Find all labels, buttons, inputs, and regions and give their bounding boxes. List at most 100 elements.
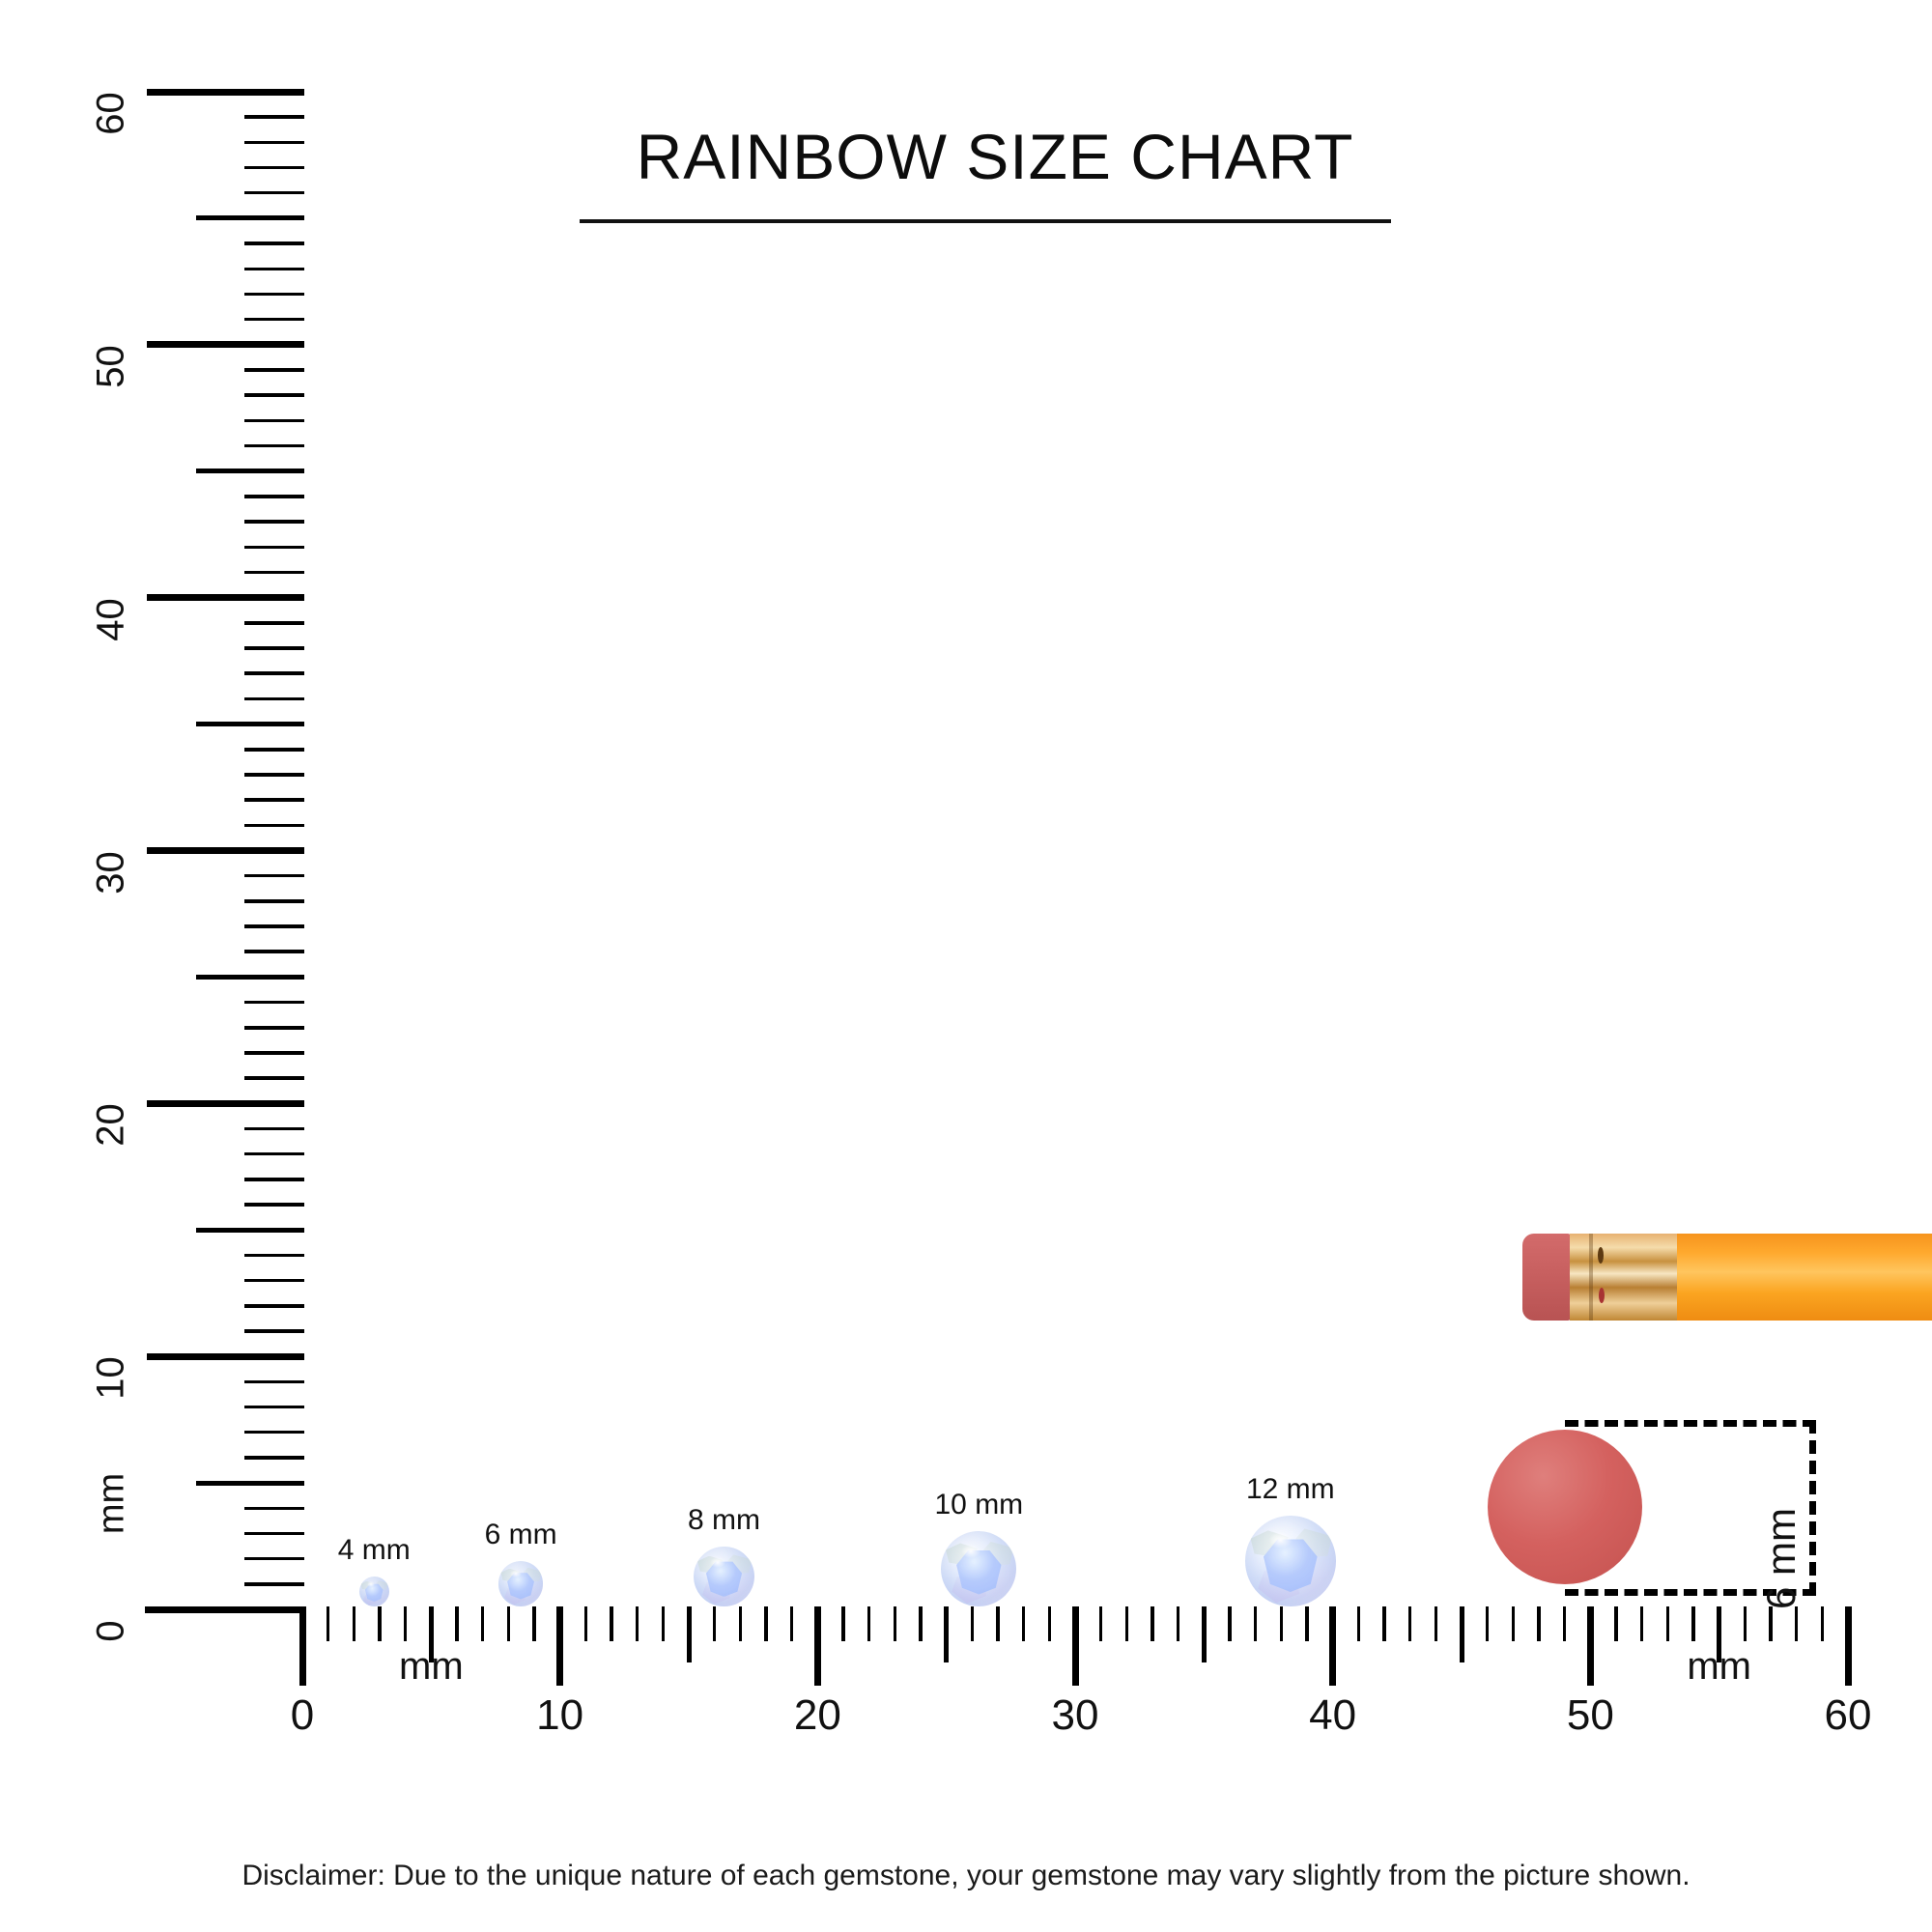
vertical-tick-minor bbox=[244, 798, 304, 802]
ferrule-crimp-icon bbox=[1598, 1247, 1605, 1264]
pencil-reference bbox=[1522, 1234, 1932, 1321]
vertical-tick-minor bbox=[244, 267, 304, 271]
horizontal-ruler-unit-label: mm bbox=[399, 1645, 464, 1688]
vertical-tick-minor bbox=[244, 671, 304, 675]
horizontal-tick-mid bbox=[686, 1606, 692, 1662]
vertical-tick-major bbox=[147, 1352, 304, 1360]
gemstone bbox=[941, 1531, 1017, 1606]
horizontal-tick-minor bbox=[712, 1606, 717, 1641]
vertical-tick-minor bbox=[244, 1203, 304, 1207]
vertical-tick-minor bbox=[244, 443, 304, 448]
horizontal-ruler: 0 10 20 30 40 50 60 mm mm bbox=[291, 1606, 1871, 1751]
horizontal-tick-minor bbox=[764, 1606, 768, 1641]
ruler-corner-joint bbox=[145, 1606, 302, 1613]
eraser-size-callout: 6 mm bbox=[1565, 1420, 1816, 1609]
vertical-tick-minor bbox=[244, 773, 304, 777]
horizontal-ruler-unit-label: mm bbox=[1687, 1645, 1751, 1688]
horizontal-tick-minor bbox=[1151, 1606, 1154, 1641]
gem-highlight bbox=[366, 1581, 375, 1588]
gem-facet bbox=[376, 1580, 388, 1591]
horizontal-tick-mid bbox=[1717, 1606, 1722, 1662]
disclaimer-text: Disclaimer: Due to the unique nature of … bbox=[242, 1860, 1690, 1891]
horizontal-tick-minor bbox=[1124, 1606, 1129, 1641]
horizontal-tick-minor bbox=[1176, 1606, 1180, 1641]
callout-dash-right bbox=[1809, 1420, 1816, 1596]
horizontal-ruler-label: 20 bbox=[793, 1691, 841, 1739]
horizontal-tick-minor bbox=[1098, 1606, 1103, 1641]
vertical-tick-mid bbox=[196, 215, 304, 221]
vertical-tick-minor bbox=[244, 190, 304, 195]
vertical-tick-minor bbox=[244, 1456, 304, 1460]
vertical-tick-major bbox=[147, 847, 304, 854]
horizontal-tick-minor bbox=[789, 1606, 794, 1641]
vertical-tick-minor bbox=[244, 317, 304, 322]
horizontal-tick-minor bbox=[378, 1606, 382, 1641]
horizontal-tick-minor bbox=[532, 1606, 536, 1641]
horizontal-tick-minor bbox=[480, 1606, 485, 1641]
gemstone-size-label: 6 mm bbox=[484, 1519, 557, 1551]
eraser-disc-reference bbox=[1488, 1430, 1642, 1584]
vertical-tick-minor bbox=[244, 393, 304, 397]
vertical-tick-minor bbox=[244, 242, 304, 245]
horizontal-tick-minor bbox=[1021, 1606, 1026, 1641]
vertical-tick-minor bbox=[244, 1582, 304, 1586]
vertical-tick-minor bbox=[244, 368, 304, 372]
gemstone-size-label: 8 mm bbox=[688, 1503, 761, 1536]
vertical-tick-major bbox=[147, 594, 304, 602]
horizontal-tick-minor bbox=[326, 1606, 330, 1641]
vertical-ruler-unit-label: mm bbox=[91, 1472, 131, 1535]
horizontal-tick-minor bbox=[1537, 1606, 1541, 1641]
horizontal-tick-minor bbox=[583, 1606, 588, 1641]
vertical-tick-minor bbox=[244, 1126, 304, 1131]
horizontal-tick-minor bbox=[1407, 1606, 1412, 1641]
vertical-tick-major bbox=[147, 1099, 304, 1107]
horizontal-tick-minor bbox=[738, 1606, 743, 1641]
vertical-ruler-label: 30 bbox=[89, 850, 131, 895]
gem-highlight bbox=[509, 1569, 522, 1578]
horizontal-tick-minor bbox=[1228, 1606, 1232, 1641]
vertical-tick-minor bbox=[244, 1000, 304, 1005]
vertical-tick-minor bbox=[244, 1278, 304, 1283]
gem-table-facet bbox=[364, 1583, 384, 1602]
vertical-tick-major bbox=[147, 88, 304, 96]
vertical-tick-mid bbox=[196, 469, 304, 474]
horizontal-tick-mid bbox=[1201, 1606, 1207, 1662]
vertical-tick-minor bbox=[244, 1405, 304, 1409]
gemstone bbox=[358, 1576, 389, 1606]
vertical-tick-minor bbox=[244, 1430, 304, 1435]
pencil-body bbox=[1677, 1234, 1932, 1321]
vertical-tick-minor bbox=[244, 1329, 304, 1333]
horizontal-tick-minor bbox=[1305, 1606, 1309, 1641]
horizontal-tick-minor bbox=[1769, 1606, 1773, 1641]
vertical-tick-minor bbox=[244, 1178, 304, 1181]
vertical-tick-minor bbox=[244, 621, 304, 625]
vertical-tick-mid bbox=[196, 1227, 304, 1233]
callout-dash-bottom bbox=[1565, 1589, 1816, 1596]
horizontal-tick-major bbox=[1844, 1606, 1852, 1686]
horizontal-tick-minor bbox=[506, 1606, 511, 1641]
pencil-eraser bbox=[1522, 1234, 1571, 1321]
page-title: RAINBOW SIZE CHART bbox=[636, 121, 1354, 192]
horizontal-ruler-label: 10 bbox=[536, 1691, 584, 1739]
horizontal-ruler-label: 40 bbox=[1309, 1691, 1357, 1739]
horizontal-tick-minor bbox=[1562, 1606, 1567, 1641]
horizontal-tick-minor bbox=[1382, 1606, 1386, 1641]
horizontal-tick-minor bbox=[893, 1606, 897, 1641]
vertical-tick-mid bbox=[196, 974, 304, 980]
vertical-ruler-label: 10 bbox=[89, 1356, 131, 1400]
page-title-block: RAINBOW SIZE CHART bbox=[580, 121, 1410, 224]
title-underline bbox=[580, 219, 1391, 224]
vertical-tick-minor bbox=[244, 545, 304, 550]
vertical-tick-minor bbox=[244, 1151, 304, 1156]
vertical-tick-minor bbox=[244, 140, 304, 145]
vertical-tick-minor bbox=[244, 823, 304, 828]
horizontal-tick-minor bbox=[610, 1606, 613, 1641]
horizontal-tick-minor bbox=[403, 1606, 408, 1641]
ferrule-crimp-icon bbox=[1599, 1287, 1605, 1303]
vertical-ruler-label: 60 bbox=[89, 92, 131, 135]
pencil-ferrule bbox=[1570, 1234, 1678, 1321]
horizontal-tick-minor bbox=[1614, 1606, 1618, 1641]
gemstone-size-label: 10 mm bbox=[934, 1489, 1024, 1520]
horizontal-ruler-label: 60 bbox=[1824, 1691, 1872, 1739]
